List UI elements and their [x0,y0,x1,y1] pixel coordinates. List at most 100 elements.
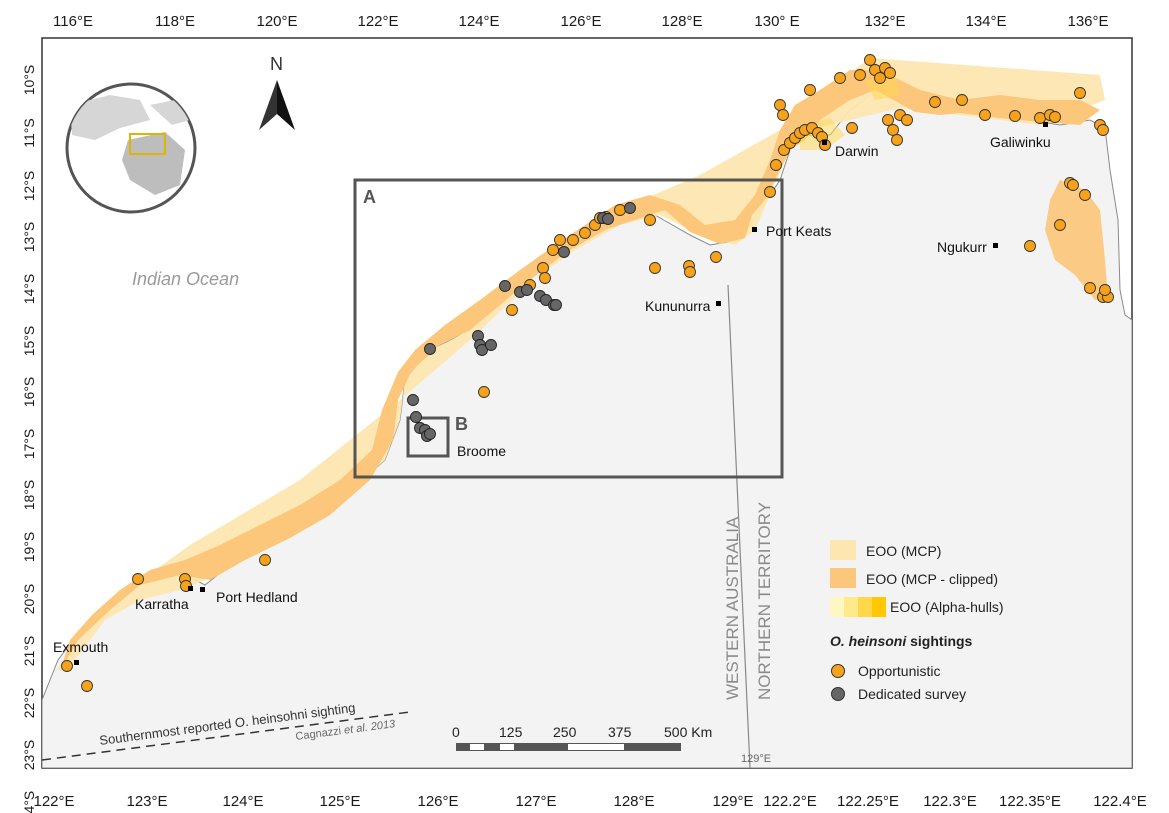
legend-label-eoo-mcp: EOO (MCP) [866,543,941,559]
citation-author: Cagnazzi [295,725,342,743]
legend-label-eoo-alpha: EOO (Alpha-hulls) [890,599,1004,615]
alpha-hull-accent [865,75,900,100]
sighting-point-opportunistic [644,214,656,226]
top-lon-tick: 124°E [458,13,499,30]
legend-swatch-alpha-4 [872,597,886,617]
sighting-point-opportunistic [884,67,896,79]
sighting-point-opportunistic [1034,112,1046,124]
sighting-point-opportunistic [864,54,876,66]
top-lon-tick: 130° E [754,13,799,30]
bottom-lon-tick: 128°E [613,793,654,810]
sighting-point-opportunistic [684,266,696,278]
sighting-point-opportunistic [554,234,566,246]
place-label-karratha: Karratha [135,596,189,612]
bottom-lon-tick: 122.25°E [837,793,899,810]
sighting-point-dedicated [499,280,511,292]
legend-symbol-opportunistic [831,664,845,678]
legend-sightings-word: sightings [910,633,972,649]
border-label-northern-territory: NORTHERN TERRITORY [755,502,774,700]
legend-label-opportunistic: Opportunistic [858,663,940,679]
sighting-point-opportunistic [259,554,271,566]
top-lon-tick: 132°E [864,13,905,30]
sighting-point-opportunistic [1097,124,1109,136]
left-lat-tick: 10°S [21,65,37,96]
eoo-clipped-coast-west [60,70,960,672]
bottom-lon-tick: 125°E [319,793,360,810]
bottom-lon-tick: 129°E [712,793,753,810]
legend-swatch-alpha-3 [858,597,872,617]
left-lat-tick: 24°S [21,791,37,813]
sighting-point-opportunistic [614,204,626,216]
scale-label-250: 250 [553,724,577,740]
sighting-point-opportunistic [804,84,816,96]
state-border-line [727,284,751,768]
place-label-darwin: Darwin [835,143,879,159]
sighting-point-opportunistic [132,573,144,585]
sighting-point-dedicated [558,246,570,258]
place-label-galiwinku: Galiwinku [990,134,1051,150]
sighting-point-opportunistic [506,304,518,316]
bottom-lon-tick: 122.4°E [1093,793,1147,810]
sighting-point-opportunistic [901,114,913,126]
sighting-point-opportunistic [1054,219,1066,231]
legend-sightings-title: O. heinsoni sightings [830,633,973,649]
north-label: N [270,54,283,74]
sighting-point-opportunistic [846,122,858,134]
place-label-ngukurr: Ngukurr [937,239,987,255]
sighting-point-opportunistic [547,244,559,256]
sighting-point-opportunistic [539,272,551,284]
sighting-point-dedicated [521,284,533,296]
left-lat-tick: 14°S [21,274,37,305]
sighting-point-dedicated [485,339,497,351]
top-lon-tick: 136°E [1067,13,1108,30]
sighting-point-opportunistic [1084,282,1096,294]
locator-globe [65,82,197,214]
town-marker-darwin [822,140,827,145]
scale-label-375: 375 [608,724,632,740]
sighting-point-opportunistic [854,69,866,81]
left-lat-tick: 17°S [21,429,37,460]
bottom-lon-tick: 123°E [126,793,167,810]
sighting-point-opportunistic [956,94,968,106]
bottom-lon-tick: 127°E [515,793,556,810]
panel-a-box [353,178,784,479]
place-label-port-hedland: Port Hedland [216,589,298,605]
legend: EOO (MCP) EOO (MCP - clipped) EOO (Alpha… [830,540,1004,702]
sighting-point-opportunistic [774,99,786,111]
place-label-port-keats: Port Keats [766,223,831,239]
legend-symbol-dedicated [831,687,845,701]
sighting-point-dedicated [624,202,636,214]
sighting-point-opportunistic [1099,284,1111,296]
sighting-point-opportunistic [1024,240,1036,252]
eoo-mcp-polygon [55,58,1105,672]
top-lon-tick: 122°E [357,13,398,30]
top-lon-tick: 118°E [155,13,195,30]
sighting-point-opportunistic [979,109,991,121]
panel-b-box [406,416,450,458]
sighting-point-dedicated [410,411,422,423]
left-lat-tick: 12°S [21,171,37,202]
place-label-broome: Broome [457,443,506,459]
sighting-point-opportunistic [478,386,490,398]
sighting-point-opportunistic [1049,111,1061,123]
panel-b-label: B [455,414,468,434]
left-lat-tick: 18°S [21,480,37,511]
sighting-point-dedicated [407,394,419,406]
sighting-point-opportunistic [891,134,903,146]
sighting-point-opportunistic [874,72,886,84]
legend-label-dedicated: Dedicated survey [858,686,966,702]
left-lat-tick: 13°S [21,222,37,253]
sighting-point-opportunistic [834,72,846,84]
sighting-point-opportunistic [882,114,894,126]
scale-label-500: 500 Km [664,724,712,740]
sighting-point-opportunistic [1009,110,1021,122]
sighting-point-opportunistic [1074,87,1086,99]
sighting-point-dedicated [550,299,562,311]
sighting-point-opportunistic [567,234,579,246]
sighting-point-opportunistic [1067,179,1079,191]
town-marker-port-hedland [200,587,205,592]
town-marker-karratha [188,586,193,591]
place-label-kununurra: Kununurra [645,298,711,314]
left-lat-tick: 15°S [21,326,37,357]
